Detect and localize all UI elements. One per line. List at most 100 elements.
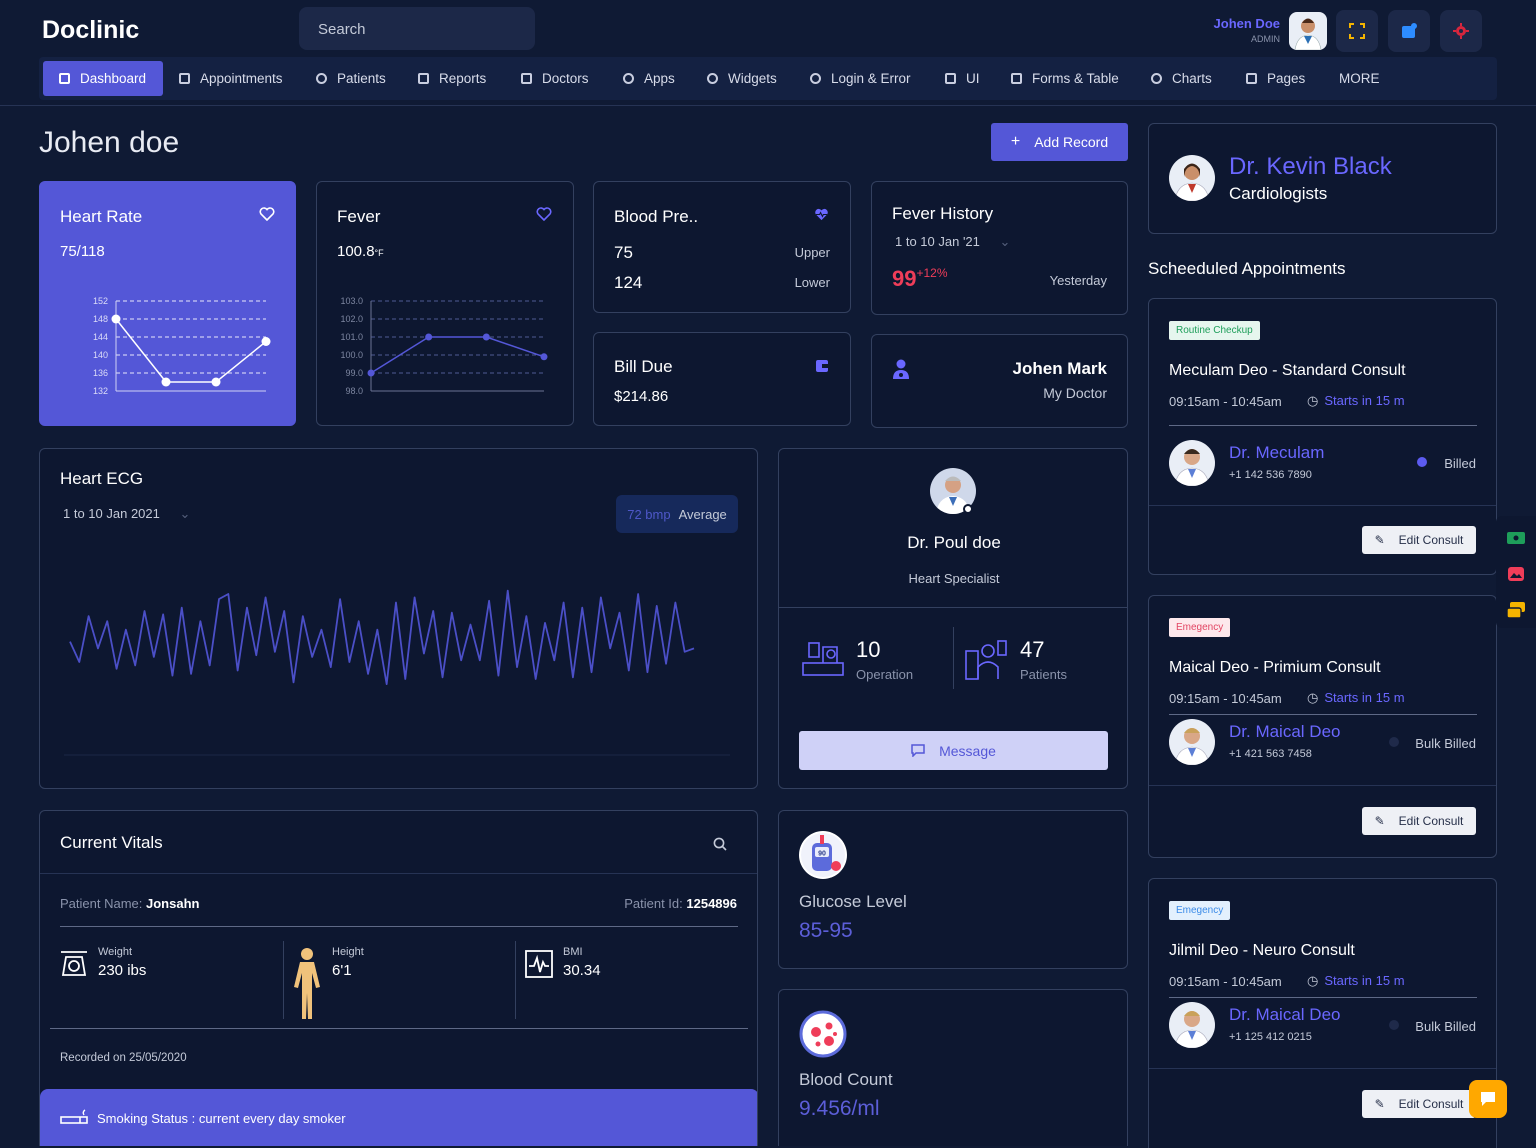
chevron-down-icon: ⌄	[999, 234, 1011, 249]
nav-widgets[interactable]: Widgets	[699, 61, 785, 96]
bp-upper-label: Upper	[794, 245, 830, 260]
appointment-doctor-avatar[interactable]	[1169, 1002, 1215, 1048]
operation-icon	[802, 642, 844, 676]
wallet-icon[interactable]	[815, 359, 829, 373]
appointment-card[interactable]: Routine Checkup Meculam Deo - Standard Co…	[1148, 298, 1497, 575]
message-icon	[911, 744, 925, 757]
scheduled-appointments-title: Scheeduled Appointments	[1148, 259, 1346, 278]
floating-button-2[interactable]	[1496, 554, 1536, 594]
nav-dashboard[interactable]: Dashboard	[43, 61, 163, 96]
nav-appointments[interactable]: Appointments	[171, 61, 291, 96]
patient-name: Jonsahn	[146, 896, 200, 911]
nav-login-error[interactable]: Login & Error	[802, 61, 919, 96]
appointment-doctor[interactable]: Dr. Maical Deo	[1229, 1005, 1341, 1024]
nav-charts[interactable]: Charts	[1143, 61, 1220, 96]
heart-rate-value: 75/118	[60, 243, 105, 260]
nav-apps[interactable]: Apps	[615, 61, 683, 96]
billing-status-dot	[1389, 1020, 1399, 1030]
nav-ui[interactable]: UI	[937, 61, 988, 96]
fever-card: Fever 100.8°F 103.0 102.0 101.0 100.0 99.0 98…	[316, 181, 574, 426]
tick-label: 102.0	[340, 314, 363, 324]
appointment-card[interactable]: Emegency Maical Deo - Primium Consult 09:1…	[1148, 595, 1497, 858]
fever-history-range-select[interactable]: 1 to 10 Jan '21 ⌄	[895, 234, 1011, 249]
appointment-card[interactable]: Emegency Jilmil Deo - Neuro Consult 09:15a…	[1148, 878, 1497, 1148]
data-point	[161, 377, 171, 387]
app-logo[interactable]: Doclinic	[42, 16, 140, 44]
search-input[interactable]: Search	[299, 7, 535, 50]
main-doctor-avatar[interactable]	[1169, 155, 1215, 201]
human-body-icon	[294, 948, 320, 1019]
patient-name-label: Patient Name:	[60, 896, 143, 911]
blood-cell-icon	[799, 1010, 847, 1058]
appointment-title: Maical Deo - Primium Consult	[1169, 659, 1381, 676]
search-icon[interactable]	[713, 837, 727, 851]
main-doctor-card[interactable]: Dr. Kevin Black Cardiologists	[1148, 123, 1497, 234]
glucose-value: 85-95	[799, 919, 853, 942]
data-point	[482, 333, 490, 341]
appointment-doctor[interactable]: Dr. Maical Deo	[1229, 722, 1341, 741]
nav-doctors[interactable]: Doctors	[513, 61, 597, 96]
message-button[interactable]: Message	[799, 731, 1108, 770]
heartbeat-icon[interactable]	[814, 208, 829, 221]
weight-value: 230 ibs	[98, 962, 147, 979]
appointment-starts: Starts in 15 m	[1324, 690, 1405, 705]
tick-label: 103.0	[340, 297, 363, 306]
user-name: Johen Doe	[1213, 16, 1280, 31]
edit-consult-button[interactable]: ✎ Edit Consult	[1362, 807, 1476, 835]
my-doctor-label: My Doctor	[1043, 385, 1107, 401]
nav-reports[interactable]: Reports	[410, 61, 494, 96]
floating-button-1[interactable]	[1496, 518, 1536, 558]
floating-button-3[interactable]	[1496, 590, 1536, 630]
bp-upper-value: 75	[614, 243, 633, 262]
tick-label: 101.0	[340, 332, 363, 342]
fever-title: Fever	[337, 207, 381, 226]
chat-fab[interactable]	[1469, 1080, 1507, 1118]
doctor-status-dot	[963, 504, 973, 514]
nav-forms-table[interactable]: Forms & Table	[1003, 61, 1127, 96]
ecg-range-select[interactable]: 1 to 10 Jan 2021 ⌄	[63, 506, 191, 521]
patients-count: 47	[1020, 637, 1045, 662]
appointment-doctor[interactable]: Dr. Meculam	[1229, 443, 1325, 462]
appointment-billing: Billed	[1444, 456, 1476, 471]
apps-icon	[623, 73, 634, 84]
nav-more[interactable]: MORE	[1339, 71, 1380, 86]
vitals-title: Current Vitals	[60, 833, 163, 852]
patient-id: 1254896	[686, 896, 737, 911]
appointment-doctor-avatar[interactable]	[1169, 440, 1215, 486]
my-doctor-card[interactable]: Johen Mark My Doctor	[871, 334, 1128, 428]
main-nav: Dashboard Appointments Patients Reports …	[39, 57, 1497, 100]
fever-history-when: Yesterday	[1049, 273, 1107, 288]
blood-count-card: Blood Count 9.456/ml	[778, 989, 1128, 1146]
patients-label: Patients	[1020, 667, 1067, 682]
weight-scale-icon	[61, 951, 87, 976]
patients-icon	[316, 73, 327, 84]
nav-pages[interactable]: Pages	[1238, 61, 1313, 96]
my-doctor-name: Johen Mark	[1012, 359, 1107, 378]
fever-history-title: Fever History	[892, 204, 994, 223]
appointment-title: Meculam Deo - Standard Consult	[1169, 362, 1406, 379]
notification-icon	[1402, 23, 1417, 38]
ecg-average-badge: 72 bmp Average	[616, 495, 738, 533]
nav-patients[interactable]: Patients	[308, 61, 394, 96]
current-vitals-card: Current Vitals Patient Name: Jonsahn Pat…	[39, 810, 758, 1146]
tick-label: 136	[93, 368, 108, 378]
money-icon	[1507, 532, 1525, 544]
billing-status-dot	[1389, 737, 1399, 747]
fever-value: 100.8	[337, 243, 375, 260]
add-record-button[interactable]: + Add Record	[991, 123, 1128, 161]
edit-consult-button[interactable]: ✎ Edit Consult	[1362, 1090, 1476, 1118]
appointment-starts: Starts in 15 m	[1324, 973, 1405, 988]
heart-icon[interactable]	[259, 207, 275, 221]
settings-button[interactable]	[1440, 10, 1482, 52]
height-label: Height	[332, 946, 364, 958]
fever-history-card: Fever History 1 to 10 Jan '21 ⌄ 99+12% Y…	[871, 181, 1128, 315]
notifications-button[interactable]	[1388, 10, 1430, 52]
edit-consult-button[interactable]: ✎ Edit Consult	[1362, 526, 1476, 554]
fullscreen-button[interactable]	[1336, 10, 1378, 52]
heart-icon[interactable]	[536, 207, 552, 221]
clock-icon: ◷	[1307, 690, 1319, 705]
appointment-doctor-avatar[interactable]	[1169, 719, 1215, 765]
user-info[interactable]: Johen Doe ADMIN	[1190, 16, 1280, 44]
user-avatar[interactable]	[1289, 12, 1327, 50]
heart-rate-card: Heart Rate 75/118 152 148 144 140 136 132	[39, 181, 296, 426]
